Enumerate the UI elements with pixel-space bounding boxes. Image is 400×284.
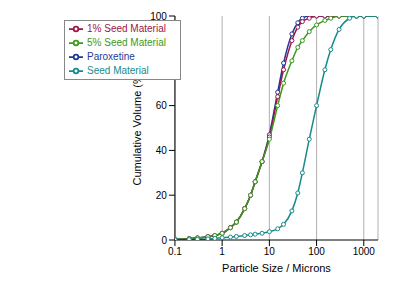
svg-text:100: 100 [308, 246, 325, 257]
html-text:5% Seed Material: 5% Seed Material [87, 36, 166, 48]
svg-text:Particle Size / Microns: Particle Size / Microns [222, 262, 331, 274]
html-text:Seed Material: Seed Material [87, 64, 149, 76]
html-text:1% Seed Material: 1% Seed Material [87, 22, 166, 34]
svg-text:10: 10 [264, 246, 276, 257]
svg-text:20: 20 [156, 190, 168, 201]
svg-text:40: 40 [156, 145, 168, 156]
svg-text:1000: 1000 [353, 246, 376, 257]
svg-text:60: 60 [156, 100, 168, 111]
svg-text:80: 80 [156, 55, 168, 66]
html-text:Paroxetine: Paroxetine [87, 50, 135, 62]
svg-text:0: 0 [161, 235, 167, 246]
svg-text:1: 1 [219, 246, 225, 257]
svg-text:100: 100 [150, 11, 167, 22]
svg-text:0.1: 0.1 [168, 246, 182, 257]
svg-text:Cumulative Volume (%): Cumulative Volume (%) [131, 71, 143, 186]
